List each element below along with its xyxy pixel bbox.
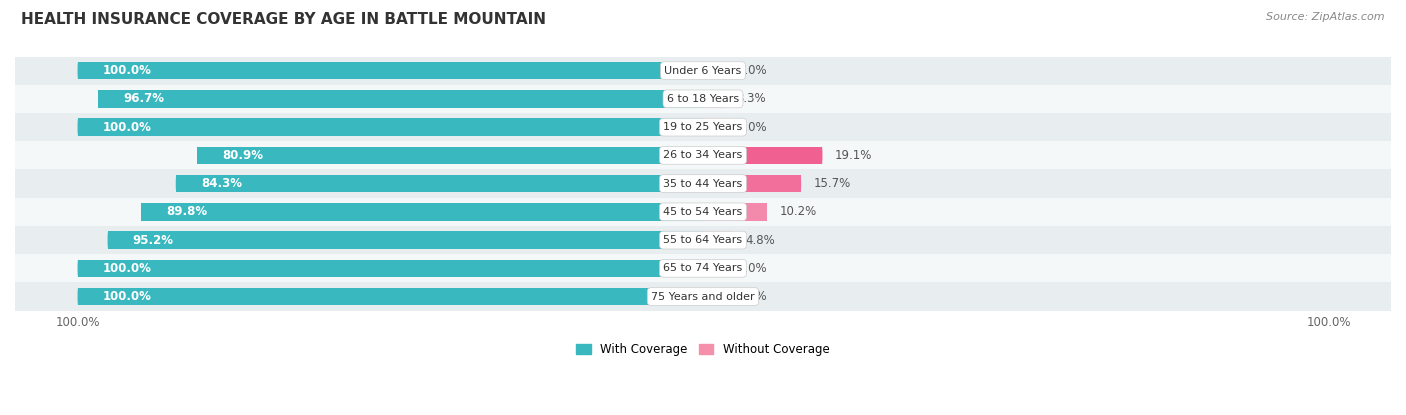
Text: 100.0%: 100.0% [103,262,152,275]
Bar [703,62,725,79]
Bar [703,203,766,221]
Text: 89.8%: 89.8% [166,205,208,218]
Text: 75 Years and older: 75 Years and older [651,292,755,302]
Text: HEALTH INSURANCE COVERAGE BY AGE IN BATTLE MOUNTAIN: HEALTH INSURANCE COVERAGE BY AGE IN BATT… [21,12,546,27]
Text: 10.2%: 10.2% [779,205,817,218]
Bar [0,254,1406,283]
Text: 35 to 44 Years: 35 to 44 Years [664,178,742,188]
Bar [703,90,724,107]
Text: 100.0%: 100.0% [103,121,152,134]
Bar [703,288,725,305]
Bar [0,169,1406,198]
Text: Source: ZipAtlas.com: Source: ZipAtlas.com [1267,12,1385,22]
Text: 15.7%: 15.7% [814,177,851,190]
Text: 65 to 74 Years: 65 to 74 Years [664,264,742,273]
Text: 0.0%: 0.0% [737,262,768,275]
Text: 84.3%: 84.3% [201,177,242,190]
Bar [98,90,703,107]
Text: 55 to 64 Years: 55 to 64 Years [664,235,742,245]
Text: 95.2%: 95.2% [132,234,173,247]
Bar [77,259,703,277]
Text: 4.8%: 4.8% [745,234,775,247]
Bar [77,288,703,305]
Text: 0.0%: 0.0% [737,121,768,134]
Bar [77,62,703,79]
Text: 26 to 34 Years: 26 to 34 Years [664,150,742,160]
Bar [0,56,1406,85]
Text: 0.0%: 0.0% [737,64,768,77]
Text: 19.1%: 19.1% [835,149,872,162]
Text: 6 to 18 Years: 6 to 18 Years [666,94,740,104]
Text: 100.0%: 100.0% [103,290,152,303]
Bar [0,85,1406,113]
Bar [0,283,1406,311]
Bar [176,175,703,193]
Bar [77,118,703,136]
Bar [108,231,703,249]
Bar [0,113,1406,141]
Bar [142,203,703,221]
Text: 3.3%: 3.3% [737,93,766,105]
Legend: With Coverage, Without Coverage: With Coverage, Without Coverage [572,338,834,361]
Bar [0,198,1406,226]
Bar [0,141,1406,169]
Text: 80.9%: 80.9% [222,149,263,162]
Bar [703,259,725,277]
Text: 100.0%: 100.0% [103,64,152,77]
Bar [197,146,703,164]
Bar [703,146,823,164]
Bar [703,118,725,136]
Bar [0,226,1406,254]
Text: 45 to 54 Years: 45 to 54 Years [664,207,742,217]
Bar [703,231,733,249]
Text: Under 6 Years: Under 6 Years [665,66,741,76]
Text: 19 to 25 Years: 19 to 25 Years [664,122,742,132]
Text: 0.0%: 0.0% [737,290,768,303]
Text: 96.7%: 96.7% [124,93,165,105]
Bar [703,175,801,193]
